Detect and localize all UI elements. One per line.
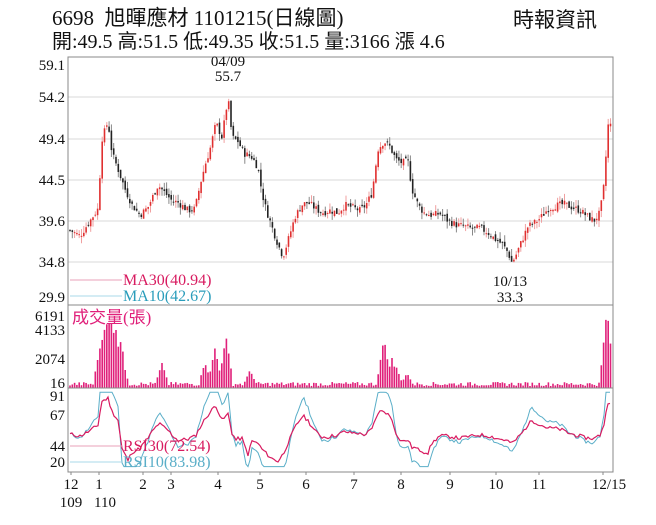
svg-text:44.5: 44.5	[39, 173, 65, 189]
svg-text:MA30(40.94): MA30(40.94)	[123, 272, 211, 289]
quote-summary: 開:49.5 高:51.5 低:49.35 收:51.5 量:3166 漲 4.…	[52, 31, 445, 53]
svg-text:91: 91	[50, 389, 65, 405]
svg-text:11: 11	[532, 477, 546, 493]
svg-text:33.3: 33.3	[497, 290, 523, 306]
svg-text:4: 4	[214, 477, 222, 493]
svg-text:20: 20	[50, 455, 65, 471]
volume-bars	[69, 319, 612, 388]
svg-text:54.2: 54.2	[39, 90, 65, 106]
price-axis-ticks: 59.1 54.2 49.4 44.5 39.6 34.8 29.9	[39, 58, 66, 306]
svg-text:34.8: 34.8	[39, 255, 65, 271]
svg-text:8: 8	[397, 477, 405, 493]
svg-text:2: 2	[139, 477, 147, 493]
svg-text:59.1: 59.1	[39, 58, 65, 74]
svg-text:3: 3	[167, 477, 175, 493]
rsi-lines	[69, 391, 611, 468]
svg-text:44: 44	[50, 439, 66, 455]
svg-text:16: 16	[50, 376, 66, 392]
svg-text:6: 6	[302, 477, 310, 493]
svg-text:67: 67	[50, 408, 66, 424]
svg-text:29.9: 29.9	[39, 290, 65, 306]
svg-text:7: 7	[350, 477, 358, 493]
svg-text:6191: 6191	[35, 309, 65, 325]
svg-text:2074: 2074	[35, 352, 66, 368]
svg-text:5: 5	[256, 477, 264, 493]
svg-text:9: 9	[446, 477, 454, 493]
svg-text:110: 110	[94, 495, 116, 511]
svg-text:RSI30(72.54): RSI30(72.54)	[123, 438, 211, 455]
svg-text:39.6: 39.6	[39, 214, 66, 230]
svg-text:49.4: 49.4	[39, 132, 66, 148]
chart-title: 6698 旭暉應材 1101215(日線圖)	[52, 6, 344, 30]
svg-text:12/15: 12/15	[592, 477, 626, 493]
svg-text:12: 12	[64, 477, 79, 493]
svg-text:04/09: 04/09	[211, 54, 245, 70]
chart-labels: 61914133207416成交量(張)91674420MA30(40.94)M…	[35, 54, 626, 511]
svg-text:MA10(42.67): MA10(42.67)	[123, 288, 211, 305]
svg-text:4133: 4133	[35, 323, 65, 339]
svg-text:10: 10	[489, 477, 504, 493]
candlesticks	[69, 98, 612, 263]
svg-text:1: 1	[95, 477, 103, 493]
svg-text:成交量(張): 成交量(張)	[72, 308, 151, 327]
svg-text:109: 109	[60, 495, 83, 511]
svg-text:55.7: 55.7	[215, 69, 242, 85]
svg-text:10/13: 10/13	[493, 274, 527, 290]
svg-text:RSI10(83.98): RSI10(83.98)	[123, 454, 211, 471]
brand-label: 時報資訊	[513, 8, 597, 32]
panel-frames	[67, 56, 614, 473]
price-panel-grid	[68, 96, 613, 263]
